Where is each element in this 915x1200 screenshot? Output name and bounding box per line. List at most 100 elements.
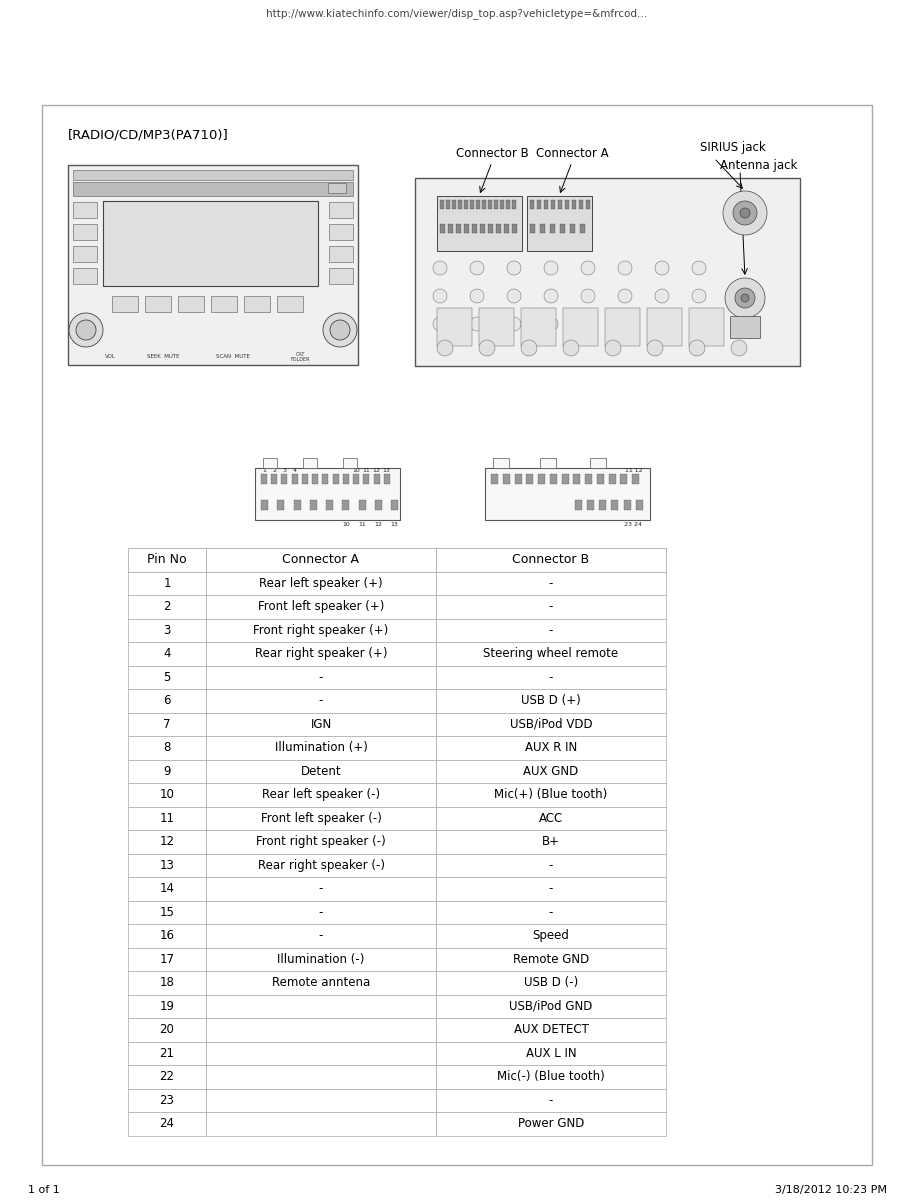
Text: SCAN  MUTE: SCAN MUTE [216, 354, 250, 360]
Bar [128, 806, 206, 830]
Text: Rear right speaker (+): Rear right speaker (+) [254, 647, 387, 660]
Bar [440, 200, 444, 209]
Text: 18: 18 [159, 977, 175, 989]
Bar [206, 806, 436, 830]
Bar [526, 474, 533, 484]
Bar [730, 316, 760, 338]
Text: 12: 12 [374, 522, 382, 527]
Bar [68, 164, 358, 365]
Circle shape [507, 260, 521, 275]
Circle shape [433, 260, 447, 275]
Bar [206, 642, 436, 666]
Circle shape [479, 340, 495, 356]
Text: AUX GND: AUX GND [523, 764, 578, 778]
Bar [128, 924, 206, 948]
Bar [452, 200, 456, 209]
Text: SIRIUS jack: SIRIUS jack [700, 142, 766, 155]
Bar [128, 760, 206, 782]
Text: 5: 5 [254, 301, 259, 307]
Bar [206, 760, 436, 782]
Bar [527, 196, 592, 251]
Bar [112, 296, 138, 312]
Text: 13: 13 [382, 468, 391, 474]
Text: SETUP: SETUP [334, 252, 348, 256]
Bar [206, 618, 436, 642]
Bar [436, 1042, 666, 1066]
Bar [294, 500, 300, 510]
Text: 9: 9 [163, 764, 171, 778]
Bar [328, 182, 346, 193]
Bar [579, 200, 583, 209]
Bar [586, 200, 590, 209]
Text: SIRIO: SIRIO [335, 230, 347, 234]
Bar [206, 877, 436, 900]
Bar [128, 618, 206, 642]
Bar [271, 474, 277, 484]
Circle shape [618, 289, 632, 302]
Bar [436, 760, 666, 782]
Text: AUX R IN: AUX R IN [525, 742, 577, 755]
Bar [436, 1112, 666, 1135]
Circle shape [544, 289, 558, 302]
Bar [436, 806, 666, 830]
Text: AUX DETECT: AUX DETECT [513, 1024, 588, 1037]
Bar [128, 736, 206, 760]
Text: 19: 19 [159, 1000, 175, 1013]
Bar [436, 1018, 666, 1042]
Text: 6: 6 [163, 695, 171, 707]
Bar [436, 995, 666, 1018]
Text: USB D (-): USB D (-) [524, 977, 578, 989]
Text: Connector A: Connector A [283, 553, 360, 566]
Bar [436, 877, 666, 900]
Bar [436, 948, 666, 971]
Bar [586, 474, 592, 484]
Bar [375, 500, 382, 510]
Bar [206, 571, 436, 595]
Circle shape [433, 317, 447, 331]
Text: VOL: VOL [104, 354, 115, 360]
Bar [575, 500, 582, 510]
Bar [436, 618, 666, 642]
Bar [550, 474, 557, 484]
Bar [512, 200, 516, 209]
Circle shape [618, 317, 632, 331]
Text: 11: 11 [362, 468, 371, 474]
Bar [277, 500, 285, 510]
Bar [261, 474, 267, 484]
Bar [436, 571, 666, 595]
Text: 4: 4 [293, 468, 296, 474]
Circle shape [76, 320, 96, 340]
Bar [333, 474, 339, 484]
Bar [128, 666, 206, 689]
Bar [302, 474, 308, 484]
Bar [521, 308, 556, 346]
Text: 15: 15 [159, 906, 175, 919]
Text: 12: 12 [159, 835, 175, 848]
Text: -: - [549, 1093, 554, 1106]
Bar [329, 246, 353, 262]
Text: 1: 1 [163, 577, 171, 589]
Text: IGN: IGN [310, 718, 331, 731]
Bar [500, 200, 504, 209]
Bar [464, 200, 468, 209]
Circle shape [69, 313, 103, 347]
Bar [436, 642, 666, 666]
Circle shape [470, 289, 484, 302]
Bar [128, 782, 206, 806]
Bar [436, 900, 666, 924]
Circle shape [692, 289, 706, 302]
Text: -: - [549, 859, 554, 871]
Bar [206, 948, 436, 971]
Text: Remote GND: Remote GND [513, 953, 589, 966]
Text: Front left speaker (-): Front left speaker (-) [261, 811, 382, 824]
Bar [353, 474, 359, 484]
Text: 12: 12 [372, 468, 381, 474]
Bar [206, 1042, 436, 1066]
Bar [624, 500, 630, 510]
Text: B+: B+ [542, 835, 560, 848]
Text: Illumination (-): Illumination (-) [277, 953, 365, 966]
Bar [322, 474, 328, 484]
Text: 10: 10 [342, 522, 350, 527]
Bar [206, 924, 436, 948]
Text: 10: 10 [352, 468, 360, 474]
